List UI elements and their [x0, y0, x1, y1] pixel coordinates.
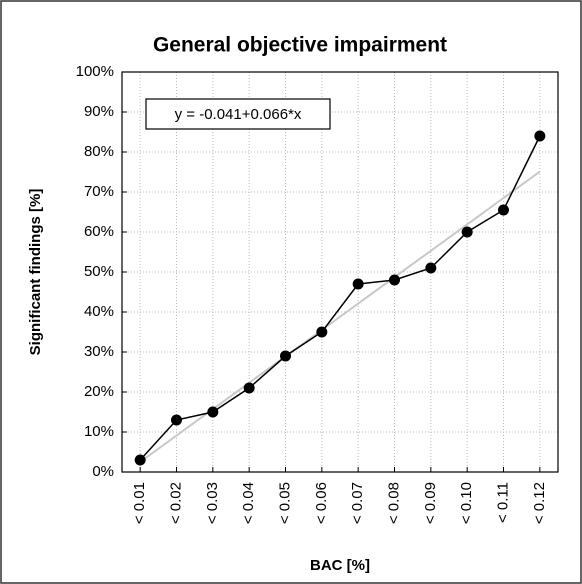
x-tick-label: < 0.04 [240, 482, 257, 524]
x-axis-label: BAC [%] [310, 557, 370, 574]
x-tick-label: < 0.06 [313, 482, 330, 524]
y-tick-label: 0% [92, 463, 114, 480]
data-point [171, 414, 182, 426]
plot-border [121, 71, 559, 473]
x-tick-label: < 0.03 [204, 482, 221, 524]
x-tick-label: < 0.10 [458, 482, 475, 524]
y-tick-label: 90% [84, 103, 114, 120]
y-tick-label: 80% [84, 143, 114, 160]
data-point [461, 226, 473, 238]
data-point [389, 274, 400, 286]
y-tick-label: 60% [84, 223, 114, 240]
y-tick-label: 40% [84, 303, 114, 320]
x-tick-label: < 0.09 [422, 482, 439, 524]
x-tick-label: < 0.05 [276, 482, 293, 524]
x-tick-label: < 0.12 [531, 482, 548, 524]
y-tick-label: 30% [84, 343, 114, 360]
y-tick-label: 20% [84, 383, 114, 400]
y-tick-label: 10% [84, 423, 114, 440]
y-axis-label: Significant findings [%] [27, 189, 44, 356]
chart-title: General objective impairment [153, 34, 447, 57]
data-point [498, 204, 509, 216]
y-tick-label: 70% [84, 183, 114, 200]
x-tick-label: < 0.08 [385, 482, 402, 524]
data-point [352, 278, 364, 290]
data-point [207, 406, 219, 418]
data-point [425, 262, 437, 274]
annotation: y = -0.041+0.066*x [175, 106, 302, 123]
data-line [139, 135, 541, 461]
x-tick-label: < 0.01 [131, 482, 148, 524]
data-point [243, 382, 255, 394]
y-tick-label: 50% [84, 263, 114, 280]
annotation-box [145, 98, 331, 130]
plot-area: 0% 10% 20% 30% 40% 50% 60% 70% 80% 90% 100% < 0.01 <… [76, 63, 558, 524]
data-point [316, 326, 328, 338]
data-point [280, 350, 291, 362]
y-tick-label: 100% [76, 63, 114, 80]
data-point [134, 454, 146, 466]
x-tick-label: < 0.11 [494, 482, 511, 523]
x-tick-label: < 0.02 [167, 482, 184, 524]
x-tick-label: < 0.07 [349, 482, 366, 524]
data-point [534, 130, 546, 142]
